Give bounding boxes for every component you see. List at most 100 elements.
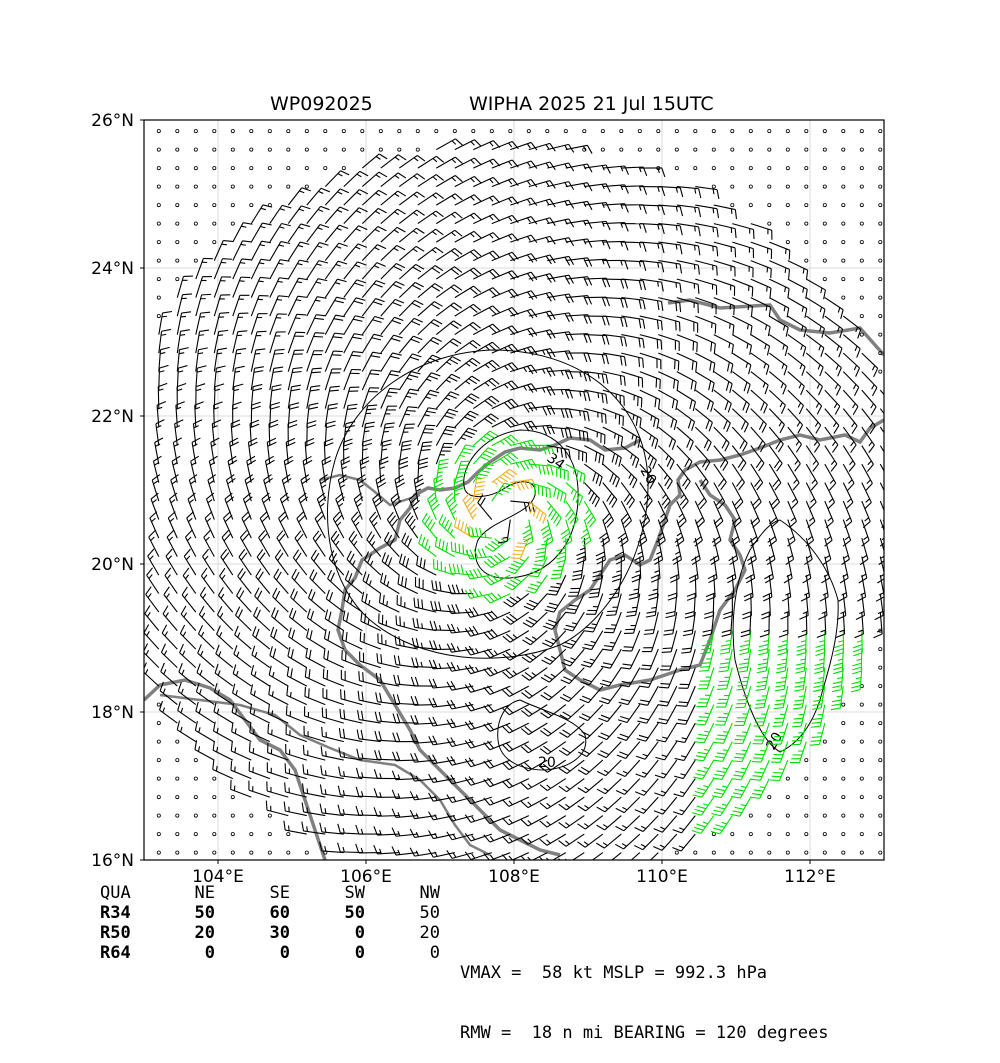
calm-marker [731,167,734,170]
wind-barb [213,741,233,760]
wind-barb [718,649,732,672]
stats-rmw-bearing: RMW = 18 n mi BEARING = 120 degrees [460,1023,828,1043]
wind-barb [307,225,329,243]
wind-barb [430,621,455,631]
calm-marker [287,148,290,151]
table-cell: 30 [215,923,290,943]
calm-marker [842,148,845,151]
wind-barb [195,721,214,741]
calm-marker [860,703,863,706]
wind-barb [714,372,732,393]
wind-barb [365,552,381,576]
wind-barb [214,722,233,742]
calm-marker [694,148,697,151]
wind-barb [779,612,788,637]
wind-barb [356,844,381,853]
wind-barb [231,761,251,779]
wind-barb [751,372,768,394]
calm-marker [805,204,808,207]
wind-barb [288,242,309,261]
calm-marker [416,148,419,151]
wind-barb [584,316,609,325]
calm-marker [860,259,863,262]
calm-marker [509,130,512,133]
wind-barb [769,335,787,356]
calm-marker [842,833,845,836]
wind-barb [692,797,714,815]
wind-barb [526,575,548,593]
calm-marker [842,259,845,262]
table-header: QUA NE SE SW NW [100,883,440,903]
calm-marker [213,222,216,225]
wind-barb [676,705,695,725]
wind-barb [196,702,214,723]
calm-marker [268,167,271,170]
calm-marker [860,296,863,299]
wind-barb [252,646,270,668]
wind-barb [286,705,306,723]
wind-barb [269,666,288,686]
calm-marker [361,148,364,151]
wind-radii-table: QUA NE SE SW NW R34 50 60 50 50 R50 20 3… [100,883,440,963]
calm-marker [694,167,697,170]
wind-barb [455,411,479,427]
wind-barb [289,628,307,650]
wind-barb [270,296,288,316]
calm-marker [842,777,845,780]
wind-barb [695,723,714,743]
calm-marker [675,130,678,133]
wind-barb [801,575,809,601]
calm-marker [268,814,271,817]
wind-barb [713,742,732,762]
calm-marker [157,222,160,225]
wind-barb [392,828,418,837]
calm-marker [731,851,734,854]
table-cell: 0 [215,943,290,963]
wind-barb [566,258,592,267]
wind-barb [584,297,609,306]
wind-barb [621,409,641,428]
wind-barb [711,816,732,834]
wind-barb [374,769,399,778]
y-tick-label: 24°N [91,259,134,279]
calm-marker [879,833,882,836]
wind-barb [233,665,251,687]
calm-marker [842,296,845,299]
wind-barb [362,334,383,353]
wind-barb [270,367,283,390]
calm-marker [268,833,271,836]
wind-barb [644,612,658,634]
wind-barb [251,259,270,279]
table-cell: R50 [100,923,140,943]
calm-marker [194,833,197,836]
wind-barb [399,441,411,464]
wind-barb [677,242,700,255]
wind-barb [529,464,553,475]
wind-barb [233,223,253,242]
wind-barb [769,242,789,260]
calm-marker [157,814,160,817]
calm-marker [879,722,882,725]
calm-marker [250,185,253,188]
wind-barb [411,696,436,705]
wind-barb [301,475,310,501]
wind-barb [307,297,327,316]
wind-barb [547,501,561,526]
wind-barb [344,352,363,372]
calm-marker [879,740,882,743]
calm-marker [250,814,253,817]
calm-marker [768,222,771,225]
wind-barb [307,386,320,409]
calm-marker [620,130,623,133]
calm-marker [231,222,234,225]
wind-barb [307,421,316,446]
calm-marker [860,740,863,743]
wind-barb [732,279,752,297]
calm-marker [860,241,863,244]
calm-marker [194,167,197,170]
calm-marker [176,851,179,854]
wind-barb [733,742,751,762]
calm-marker [213,833,216,836]
calm-marker [157,796,160,799]
